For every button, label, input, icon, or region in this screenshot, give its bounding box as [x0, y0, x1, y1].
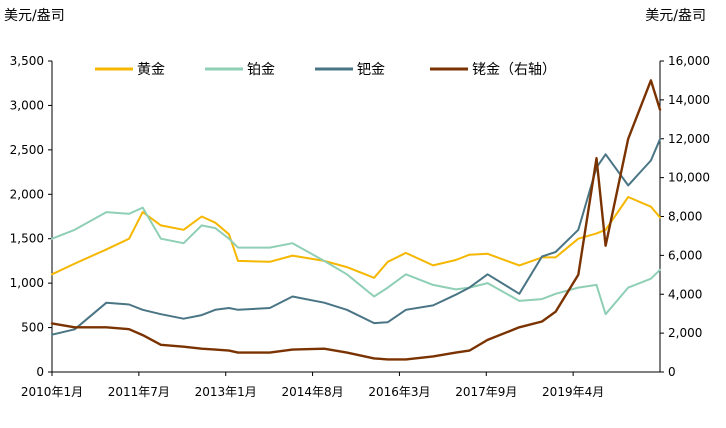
legend: 黄金 铂金 钯金 铑金（右轴）	[95, 61, 556, 78]
legend-label-3: 铑金（右轴）	[472, 62, 556, 78]
right-tick-label: 16,000	[668, 54, 710, 68]
series-lines	[50, 79, 662, 361]
left-axis-unit-label: 美元/盎司	[4, 8, 65, 24]
series-line-2	[51, 138, 661, 336]
left-axis-ticks: 0 500 1,000 1,500 2,000 2,500 3,000 3,500	[10, 54, 52, 379]
x-tick-label: 2010年1月	[21, 385, 83, 399]
right-tick-label: 6,000	[668, 248, 702, 262]
left-tick-label: 2,000	[10, 187, 44, 201]
x-tick-label: 2017年9月	[455, 385, 517, 399]
left-tick-label: 0	[36, 365, 44, 379]
left-tick-label: 3,000	[10, 98, 44, 112]
x-axis-ticks: 2010年1月 2011年7月 2013年1月 2014年8月 2016年3月 2017年…	[21, 372, 604, 399]
left-tick-label: 3,500	[10, 54, 44, 68]
legend-label-1: 铂金	[247, 62, 275, 78]
right-axis-unit-label: 美元/盎司	[645, 8, 706, 24]
plot-frame	[51, 61, 661, 373]
series-line-3	[50, 79, 662, 361]
series-line-0	[51, 196, 661, 279]
right-tick-label: 8,000	[668, 210, 702, 224]
legend-label-2: 钯金	[357, 62, 385, 78]
x-tick-label: 2016年3月	[368, 385, 430, 399]
series-line-1	[51, 206, 661, 316]
right-tick-label: 14,000	[668, 93, 710, 107]
right-tick-label: 12,000	[668, 132, 710, 146]
right-tick-label: 4,000	[668, 287, 702, 301]
x-tick-label: 2013年1月	[195, 385, 257, 399]
x-tick-label: 2011年7月	[108, 385, 170, 399]
right-tick-label: 0	[668, 365, 676, 379]
right-tick-label: 2,000	[668, 326, 702, 340]
x-tick-label: 2019年4月	[542, 385, 604, 399]
right-tick-label: 10,000	[668, 171, 710, 185]
left-tick-label: 500	[21, 321, 44, 335]
left-tick-label: 1,500	[10, 232, 44, 246]
left-tick-label: 2,500	[10, 143, 44, 157]
x-tick-label: 2014年8月	[281, 385, 343, 399]
left-tick-label: 1,000	[10, 276, 44, 290]
legend-label-0: 黄金	[137, 61, 165, 78]
right-axis-ticks: 0 2,000 4,000 6,000 8,000 10,000 12,000 14,000 1…	[660, 54, 710, 379]
